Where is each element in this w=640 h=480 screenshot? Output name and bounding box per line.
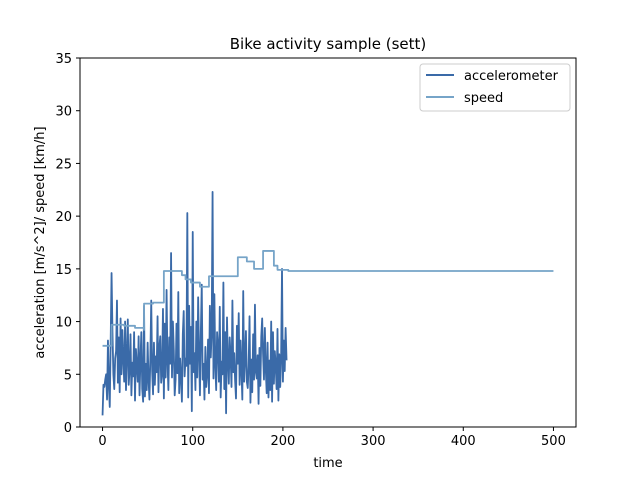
series-line-speed (102, 250, 554, 347)
x-tick-label: 0 (98, 434, 106, 449)
legend-box (419, 63, 571, 112)
y-tick-label: 0 (64, 421, 72, 436)
chart-title: Bike activity sample (sett) (230, 35, 426, 53)
x-tick-label: 500 (541, 434, 566, 449)
legend-label-accelerometer: accelerometer (464, 69, 559, 84)
y-tick-label: 15 (55, 263, 72, 278)
legend-label-speed: speed (464, 91, 503, 106)
y-tick-label: 35 (55, 52, 72, 67)
y-tick-label: 20 (55, 210, 72, 225)
y-tick-label: 25 (55, 157, 72, 172)
plot-frame (79, 57, 577, 428)
series-layer (101, 190, 554, 416)
x-tick-label: 200 (270, 434, 295, 449)
x-tick-label: 100 (180, 434, 205, 449)
y-axis-label: acceleration [m/s^2]/ speed [km/h] (33, 126, 48, 358)
y-tick-label: 5 (64, 368, 72, 383)
x-tick-label: 300 (361, 434, 386, 449)
y-tick-label: 10 (55, 316, 72, 331)
series-line-accelerometer (101, 190, 288, 416)
x-axis: 0 100 200 300 400 500 (98, 427, 566, 449)
y-tick-label: 30 (55, 105, 72, 120)
legend: accelerometer speed (419, 63, 571, 112)
x-tick-label: 400 (451, 434, 476, 449)
x-axis-label: time (313, 456, 342, 471)
y-axis: 0 5 10 15 20 25 30 35 (55, 52, 80, 436)
